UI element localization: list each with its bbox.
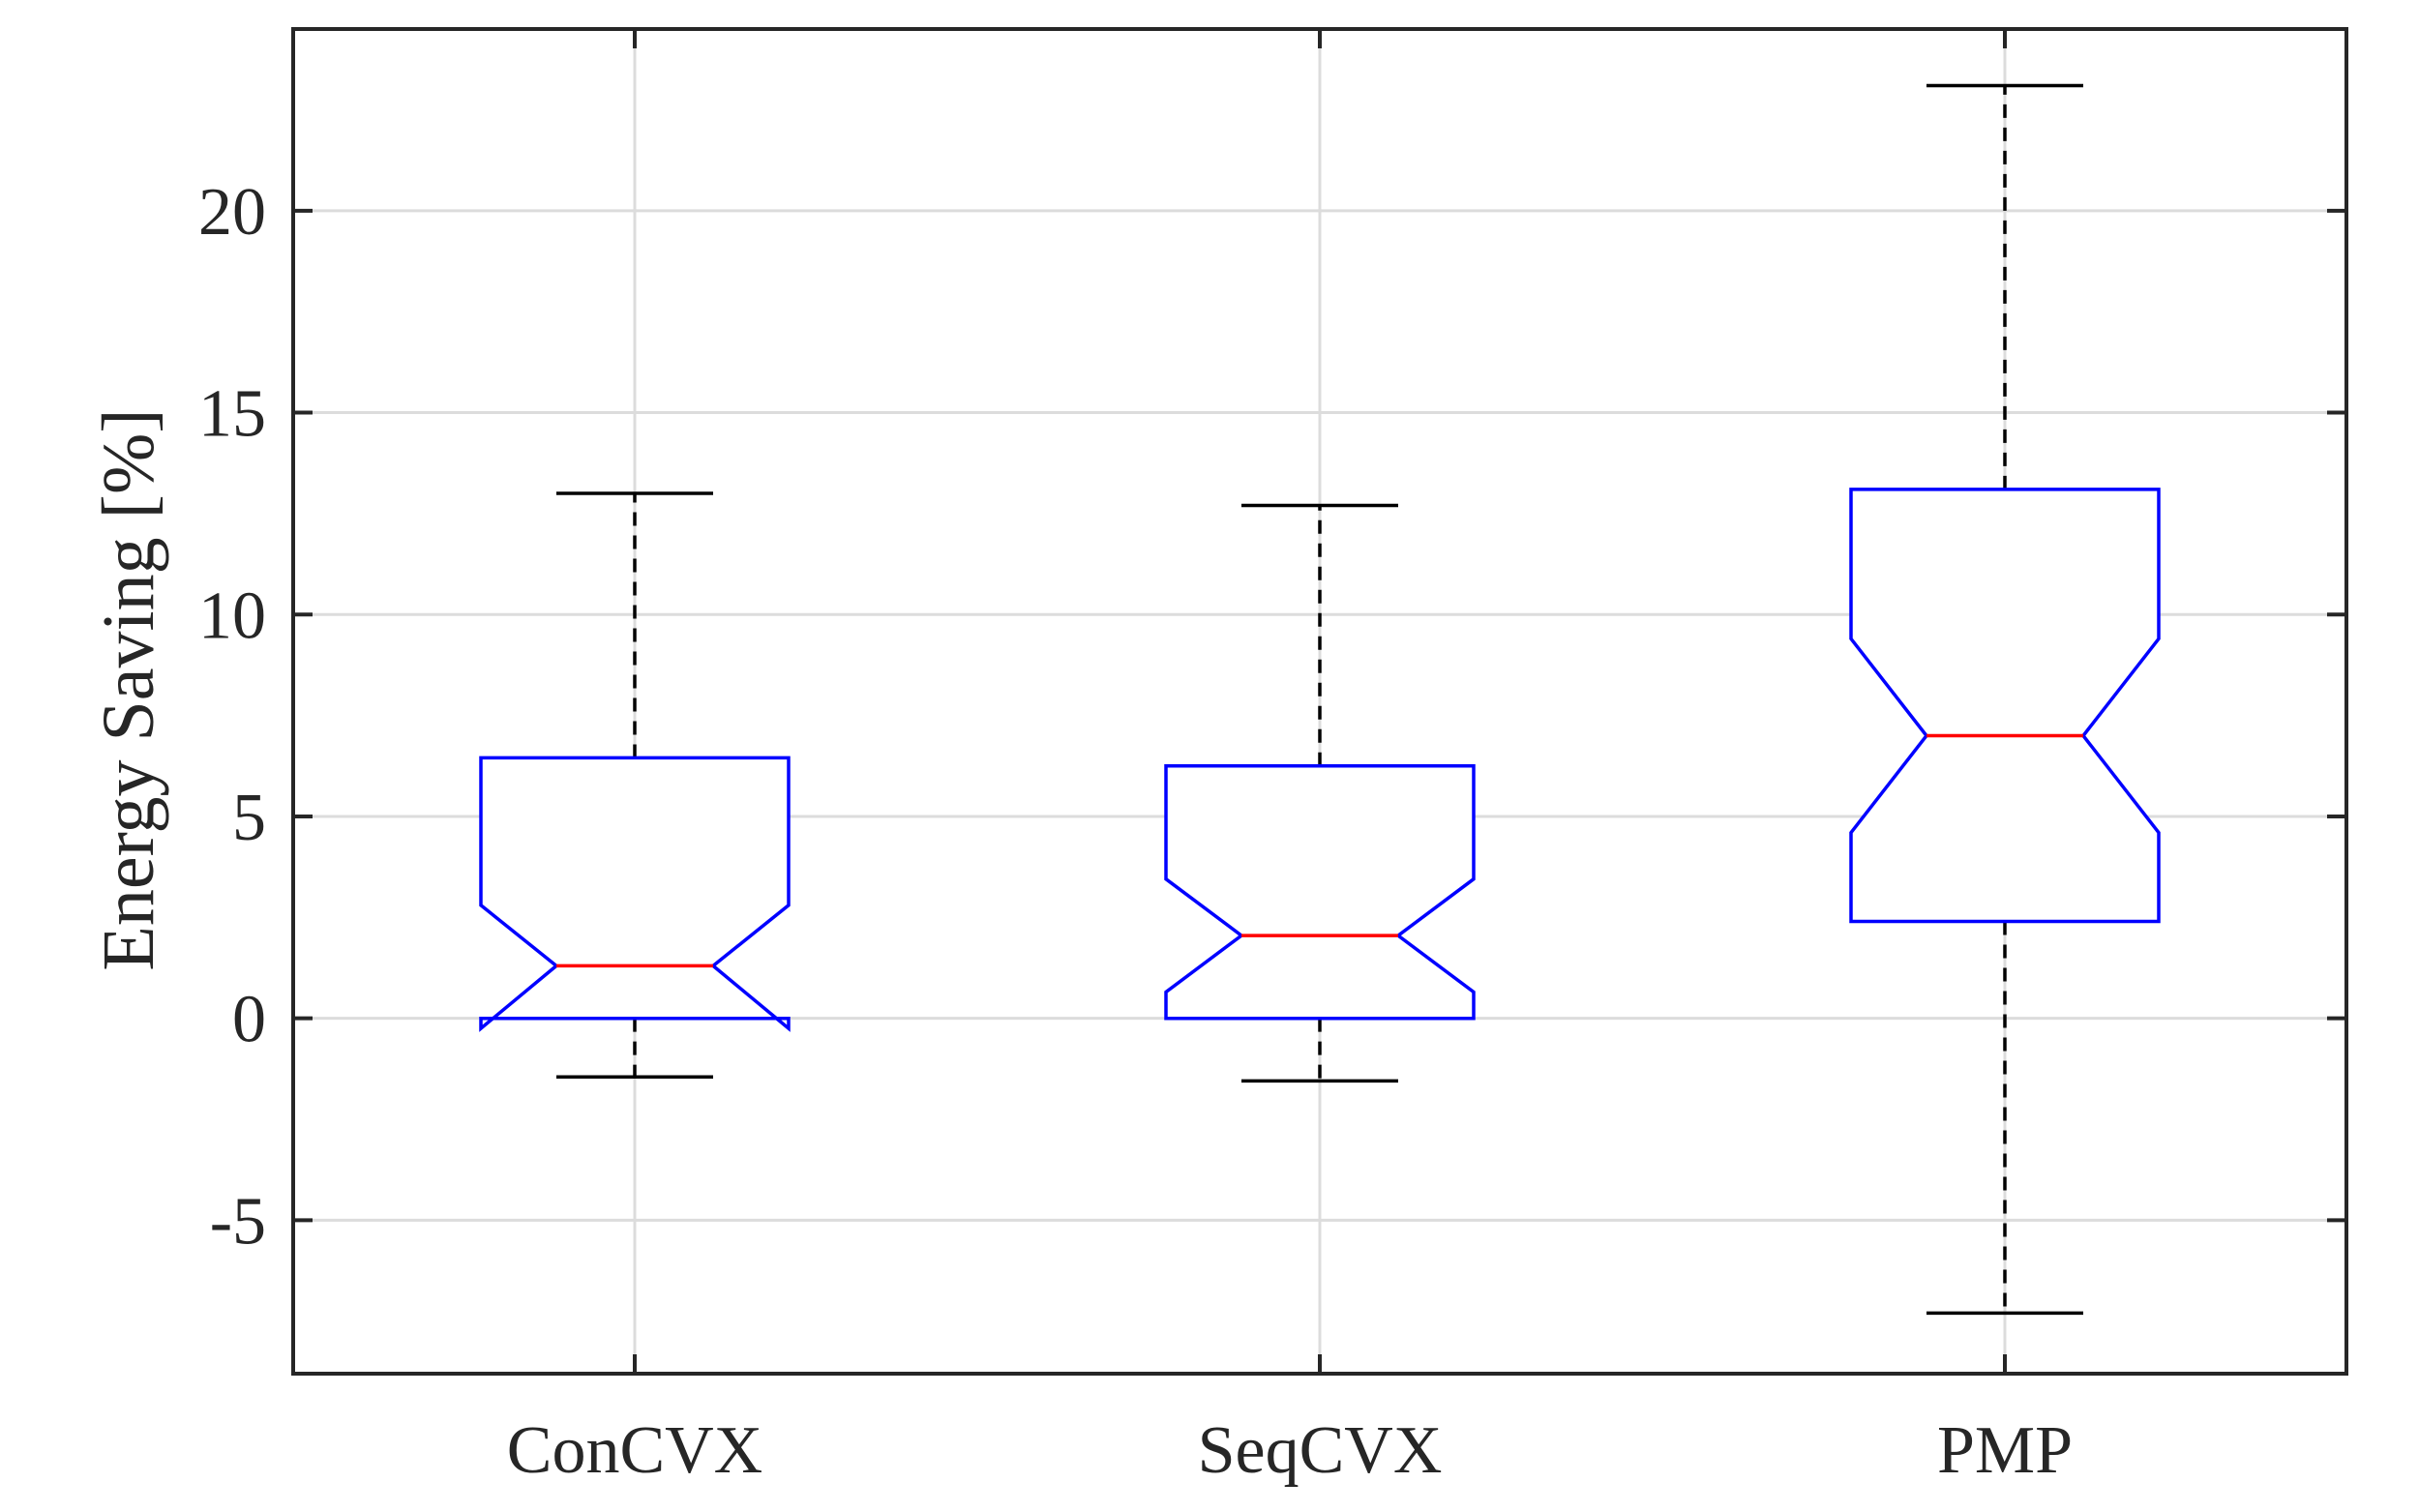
- y-tick-label: 20: [198, 175, 266, 250]
- x-tick-label-PMP: PMP: [1937, 1413, 2073, 1488]
- x-tick-label-SeqCVX: SeqCVX: [1198, 1413, 1443, 1488]
- notched-box: [1164, 764, 1476, 1021]
- tick-labels: -5 0 5 10 15 20 ConCVX SeqCVX PMP: [198, 175, 2073, 1488]
- notched-box: [1849, 488, 2161, 924]
- boxes: [479, 83, 2161, 1316]
- y-tick-label: -5: [210, 1184, 266, 1259]
- axis-ticks: [293, 29, 2346, 1374]
- y-tick-label: 0: [232, 983, 266, 1057]
- y-tick-label: 15: [198, 377, 266, 452]
- box-group-ConCVX: [479, 491, 791, 1079]
- box-group-PMP: [1849, 83, 2161, 1316]
- y-tick-label: 5: [232, 781, 266, 855]
- x-tick-label-ConCVX: ConCVX: [507, 1413, 762, 1488]
- y-axis-title: Energy Saving [%]: [88, 408, 169, 970]
- box-group-SeqCVX: [1164, 503, 1476, 1083]
- y-tick-label: 10: [198, 578, 266, 653]
- notched-box: [479, 756, 791, 1032]
